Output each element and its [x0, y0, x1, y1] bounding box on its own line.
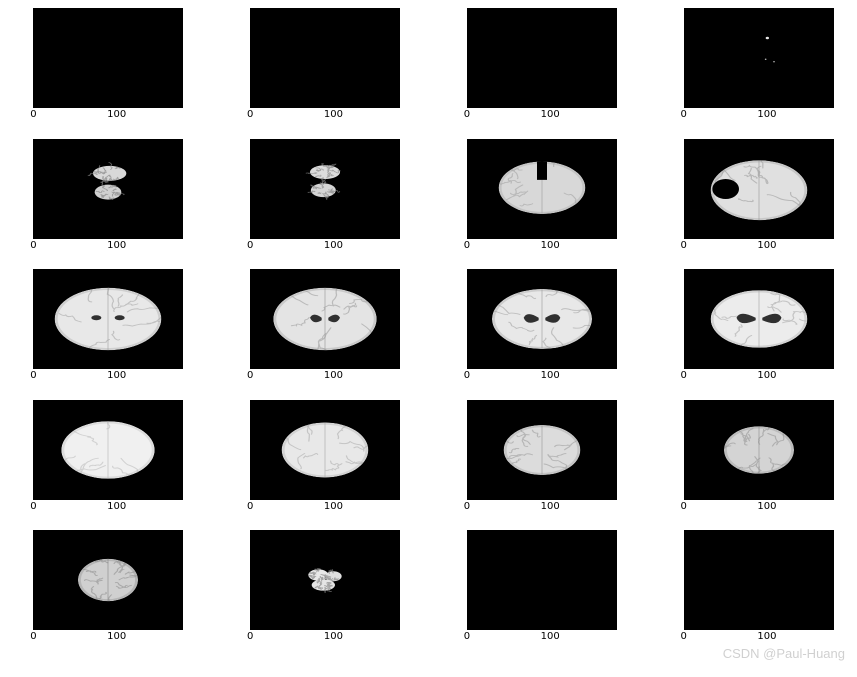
xtick-label: 0 [680, 110, 686, 120]
subplot-4-0: 01000100 [30, 530, 187, 657]
xtick-label: 100 [324, 632, 343, 642]
subplot-0-3: 01000100 [680, 8, 837, 135]
slice-image: 0100 [684, 8, 834, 108]
xtick-label: 100 [757, 110, 776, 120]
subplot-1-3: 01000100 [680, 139, 837, 266]
xtick-label: 0 [30, 371, 36, 381]
slice-image: 0100 [467, 139, 617, 239]
xtick-label: 100 [541, 502, 560, 512]
slice-image: 0100 [33, 530, 183, 630]
xtick-label: 100 [324, 241, 343, 251]
xtick-label: 100 [107, 110, 126, 120]
subplot-4-1: 01000100 [247, 530, 404, 657]
xtick-label: 100 [324, 502, 343, 512]
slice-image: 0100 [33, 139, 183, 239]
xtick-label: 100 [541, 110, 560, 120]
slice-image: 0100 [467, 400, 617, 500]
slice-image: 0100 [250, 269, 400, 369]
slice-image: 0100 [250, 139, 400, 239]
xtick-label: 0 [30, 502, 36, 512]
xtick-label: 100 [757, 632, 776, 642]
slice-image: 0100 [684, 400, 834, 500]
subplot-0-2: 01000100 [464, 8, 621, 135]
subplot-4-3: 01000100 [680, 530, 837, 657]
subplot-1-0: 01000100 [30, 139, 187, 266]
slice-image: 0100 [684, 269, 834, 369]
xtick-label: 100 [541, 632, 560, 642]
slice-image: 0100 [33, 269, 183, 369]
slice-image: 0100 [250, 530, 400, 630]
xtick-label: 0 [464, 371, 470, 381]
slice-image: 0100 [250, 400, 400, 500]
xtick-label: 100 [541, 241, 560, 251]
xtick-label: 100 [757, 241, 776, 251]
xtick-label: 0 [464, 110, 470, 120]
xtick-label: 0 [247, 371, 253, 381]
xtick-label: 0 [680, 632, 686, 642]
xtick-label: 100 [757, 371, 776, 381]
xtick-label: 0 [247, 241, 253, 251]
xtick-label: 0 [247, 632, 253, 642]
subplot-4-2: 01000100 [464, 530, 621, 657]
xtick-label: 100 [107, 241, 126, 251]
subplot-3-2: 01000100 [464, 400, 621, 527]
xtick-label: 0 [30, 241, 36, 251]
subplot-3-0: 01000100 [30, 400, 187, 527]
xtick-label: 0 [247, 110, 253, 120]
slice-image: 0100 [467, 530, 617, 630]
subplot-1-1: 01000100 [247, 139, 404, 266]
subplot-3-3: 01000100 [680, 400, 837, 527]
xtick-label: 100 [757, 502, 776, 512]
subplot-3-1: 01000100 [247, 400, 404, 527]
xtick-label: 0 [247, 502, 253, 512]
subplot-2-0: 01000100 [30, 269, 187, 396]
xtick-label: 100 [324, 110, 343, 120]
subplot-1-2: 01000100 [464, 139, 621, 266]
xtick-label: 0 [680, 371, 686, 381]
xtick-label: 100 [107, 502, 126, 512]
subplot-2-3: 01000100 [680, 269, 837, 396]
xtick-label: 0 [30, 110, 36, 120]
subplot-grid: 0100010001000100010001000100010001000100… [0, 0, 857, 677]
xtick-label: 100 [107, 632, 126, 642]
subplot-2-2: 01000100 [464, 269, 621, 396]
xtick-label: 0 [464, 241, 470, 251]
slice-image: 0100 [33, 400, 183, 500]
subplot-2-1: 01000100 [247, 269, 404, 396]
xtick-label: 0 [464, 632, 470, 642]
xtick-label: 100 [324, 371, 343, 381]
xtick-label: 100 [107, 371, 126, 381]
slice-image: 0100 [684, 530, 834, 630]
xtick-label: 0 [680, 502, 686, 512]
xtick-label: 0 [30, 632, 36, 642]
xtick-label: 0 [464, 502, 470, 512]
slice-image: 0100 [467, 8, 617, 108]
slice-image: 0100 [467, 269, 617, 369]
slice-image: 0100 [33, 8, 183, 108]
subplot-0-1: 01000100 [247, 8, 404, 135]
xtick-label: 0 [680, 241, 686, 251]
slice-image: 0100 [250, 8, 400, 108]
subplot-0-0: 01000100 [30, 8, 187, 135]
slice-image: 0100 [684, 139, 834, 239]
xtick-label: 100 [541, 371, 560, 381]
